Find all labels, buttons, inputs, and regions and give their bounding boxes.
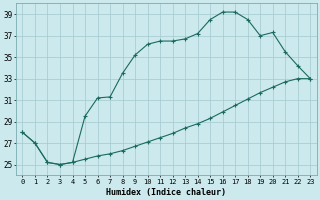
X-axis label: Humidex (Indice chaleur): Humidex (Indice chaleur) [106, 188, 226, 197]
